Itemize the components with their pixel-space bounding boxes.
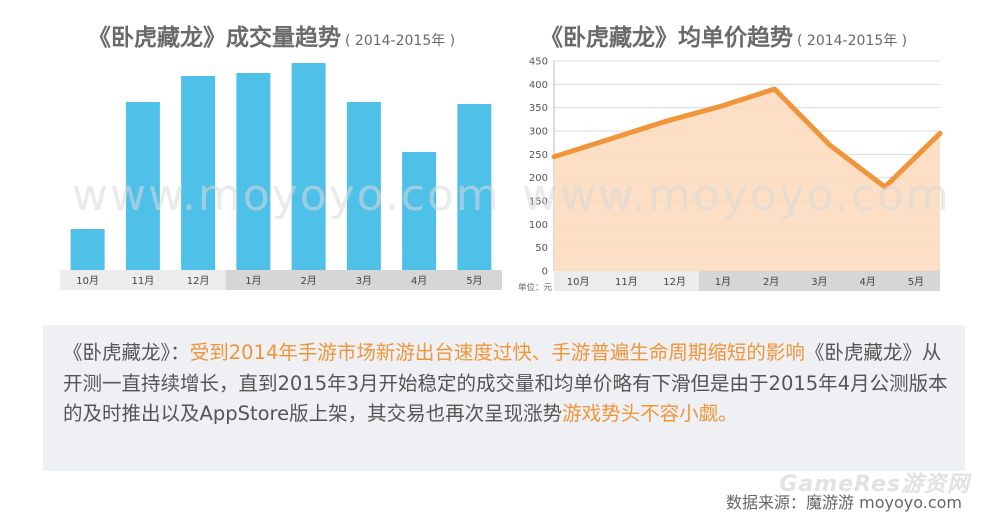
y-tick-label: 250 xyxy=(529,150,548,161)
x-tick-label: 2月 xyxy=(763,276,779,288)
price-title-sub: ( 2014-2015年 ) xyxy=(797,33,908,49)
x-tick-label: 3月 xyxy=(356,275,372,287)
gameres-logo: GameRes游资网 xyxy=(779,472,970,497)
y-tick-label: 350 xyxy=(529,103,548,114)
x-tick-label: 12月 xyxy=(663,276,686,288)
volume-title-sub: ( 2014-2015年 ) xyxy=(345,33,456,49)
x-tick-label: 1月 xyxy=(715,276,731,288)
price-title-main: 《卧虎藏龙》均单价趋势 xyxy=(540,25,793,51)
x-tick-label: 1月 xyxy=(245,275,261,287)
description-prefix: 《卧虎藏龙》： xyxy=(63,341,190,364)
x-tick-label: 12月 xyxy=(187,275,210,287)
x-tick-label: 10月 xyxy=(567,276,590,288)
data-source: 数据来源：魔游游 moyoyo.com xyxy=(726,493,962,512)
description-panel: 《卧虎藏龙》：受到2014年手游市场新游出台速度过快、手游普遍生命周期缩短的影响… xyxy=(43,325,965,471)
bar-3 xyxy=(181,76,216,270)
description-highlight-1: 受到2014年手游市场新游出台速度过快、手游普遍生命周期缩短的影响 xyxy=(189,341,805,364)
bar-1 xyxy=(70,229,105,270)
bar-8 xyxy=(457,104,492,270)
y-tick-label: 150 xyxy=(529,197,548,208)
volume-title-main: 《卧虎藏龙》成交量趋势 xyxy=(88,25,341,51)
description-middle: 《卧虎藏龙》从开测一直持续增长，直到2015年3月开始稳定的成交量和均单价略有下… xyxy=(63,341,948,425)
x-tick-label: 4月 xyxy=(411,275,427,287)
description-text: 《卧虎藏龙》：受到2014年手游市场新游出台速度过快、手游普遍生命周期缩短的影响… xyxy=(63,338,953,430)
x-tick-label: 10月 xyxy=(76,275,99,287)
bar-2 xyxy=(125,102,160,270)
x-tick-label: 5月 xyxy=(908,276,924,288)
watermark-left: www.moyoyo.com xyxy=(72,170,501,221)
x-axis-band-2014 xyxy=(60,270,226,290)
x-tick-label: 2月 xyxy=(300,275,316,287)
bar-4 xyxy=(236,73,271,270)
y-tick-label: 100 xyxy=(529,220,548,231)
x-tick-label: 11月 xyxy=(615,276,638,288)
volume-chart-title: 《卧虎藏龙》成交量趋势( 2014-2015年 ) xyxy=(88,18,455,52)
volume-bar-chart: 10月 11月 12月 1月 2月 3月 4月 5月 xyxy=(60,63,502,290)
x-axis-band-2014 xyxy=(554,271,699,291)
y-tick-label: 450 xyxy=(529,57,548,68)
x-tick-label: 3月 xyxy=(811,276,827,288)
price-chart-title: 《卧虎藏龙》均单价趋势( 2014-2015年 ) xyxy=(540,18,907,52)
x-axis-band-2015 xyxy=(225,270,502,290)
bar-7 xyxy=(402,152,437,270)
x-tick-label: 4月 xyxy=(859,276,875,288)
bar-5 xyxy=(291,63,326,270)
price-area-chart: 0 50 100 150 200 250 300 350 400 450 10月 11月 12月 1月 2月… xyxy=(518,57,943,293)
x-tick-label: 5月 xyxy=(466,275,482,287)
y-tick-label: 300 xyxy=(529,127,548,138)
y-tick-label: 50 xyxy=(535,243,548,254)
unit-label: 单位：元 xyxy=(518,282,553,293)
price-line xyxy=(551,86,943,190)
x-tick-label: 11月 xyxy=(132,275,155,287)
description-highlight-2: 游戏势头不容小觑。 xyxy=(562,402,738,425)
y-tick-label: 0 xyxy=(542,267,548,278)
area-fill xyxy=(554,89,940,271)
watermark-right: www.moyoyo.com xyxy=(522,170,951,221)
y-tick-label: 200 xyxy=(529,173,548,184)
y-tick-label: 400 xyxy=(529,80,548,91)
x-axis-band-2015 xyxy=(698,271,940,291)
bar-6 xyxy=(346,102,381,270)
